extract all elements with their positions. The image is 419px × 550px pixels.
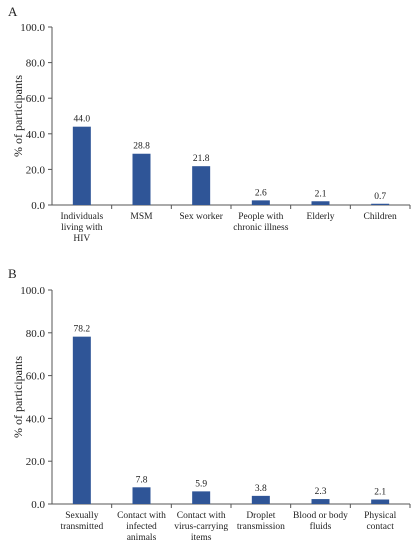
x-tick-label-line: Physical: [364, 511, 397, 521]
y-tick-label: 40.0: [26, 413, 46, 425]
x-tick-label: Blood or body fluids: [293, 511, 348, 532]
bar: [251, 495, 270, 504]
data-label: 0.7: [374, 192, 386, 202]
x-tick-label-line: MSM: [130, 212, 153, 222]
data-label: 5.9: [195, 479, 207, 489]
x-tick-label-line: Sexually: [65, 511, 98, 521]
x-tick-label: Sexually transmitted: [60, 511, 103, 532]
x-tick-label-line: Droplet: [246, 511, 275, 521]
x-tick-label-line: animals: [127, 533, 157, 543]
y-tick-label: 0.0: [31, 200, 45, 212]
y-tick-label: 60.0: [26, 371, 46, 383]
x-tick-label-line: Individuals: [60, 212, 103, 222]
bar: [72, 126, 91, 205]
panel-label: A: [8, 4, 18, 19]
x-tick-label-line: chronic illness: [233, 223, 288, 233]
x-tick-label-line: Contact with: [177, 511, 226, 521]
bar: [192, 491, 211, 504]
y-axis-title: % of participants: [11, 75, 25, 157]
bar: [192, 166, 211, 205]
x-tick-label: Contact with infected animals: [117, 511, 166, 543]
data-label: 78.2: [74, 325, 91, 335]
x-tick-label-line: living with: [61, 223, 103, 233]
x-tick-label-line: Sex worker: [179, 212, 223, 222]
x-tick-label-line: HIV: [73, 234, 90, 244]
x-tick-label: Physical contact: [364, 511, 397, 532]
y-tick-label: 100.0: [20, 285, 45, 297]
data-label: 2.1: [374, 488, 386, 498]
bar: [132, 487, 151, 504]
bar: [311, 201, 330, 205]
x-tick-label: MSM: [130, 212, 153, 222]
x-tick-label-line: contact: [366, 522, 394, 532]
x-tick-label-line: transmitted: [60, 522, 103, 532]
x-tick-label-line: transmission: [237, 522, 285, 532]
x-tick-label: Individuals living with HIV: [60, 212, 103, 244]
data-label: 2.1: [315, 189, 327, 199]
y-tick-label: 60.0: [26, 93, 46, 105]
bar: [311, 499, 330, 504]
x-tick-label-line: Children: [364, 212, 397, 222]
x-tick-label: People with chronic illness: [233, 212, 288, 233]
data-label: 44.0: [74, 115, 91, 125]
x-tick-label-line: Elderly: [307, 212, 335, 222]
y-tick-label: 20.0: [26, 164, 46, 176]
bar: [371, 499, 390, 504]
x-tick-label: Children: [364, 212, 397, 222]
y-tick-label: 80.0: [26, 328, 46, 340]
bar: [251, 200, 270, 205]
x-tick-label-line: Blood or body: [293, 511, 348, 521]
data-label: 2.3: [315, 487, 327, 497]
x-tick-label-line: infected: [126, 521, 157, 532]
data-label: 28.8: [133, 142, 150, 152]
x-tick-label: Contact with virus-carrying items: [174, 511, 228, 543]
data-label: 21.8: [193, 154, 210, 164]
x-tick-label-line: virus-carrying: [174, 522, 228, 532]
y-axis-title: % of participants: [11, 356, 25, 438]
bar: [132, 153, 151, 205]
x-tick-label-line: items: [191, 533, 212, 543]
chart-panel-b: B 0.0 20.0 40.0 60.0 80.0 100.0 % of participan…: [8, 266, 411, 543]
x-tick-label-line: People with: [238, 212, 283, 222]
chart-panel-a: A 0.0 20.0 40.0 60.0 80.0 100.0 % of participan…: [8, 4, 411, 244]
x-tick-label: Sex worker: [179, 212, 223, 222]
x-tick-label-line: fluids: [310, 521, 332, 532]
data-label: 7.8: [136, 475, 148, 485]
y-tick-label: 40.0: [26, 129, 46, 141]
y-tick-label: 20.0: [26, 456, 46, 468]
bar: [72, 336, 91, 504]
x-tick-label: Elderly: [307, 212, 335, 222]
y-tick-label: 80.0: [26, 58, 46, 70]
data-label: 2.6: [255, 188, 267, 198]
panel-label: B: [8, 266, 17, 281]
y-tick-label: 100.0: [20, 22, 45, 34]
bar: [371, 203, 390, 205]
y-tick-label: 0.0: [31, 499, 45, 511]
data-label: 3.8: [255, 484, 267, 494]
x-tick-label-line: Contact with: [117, 511, 166, 521]
x-tick-label: Droplet transmission: [237, 511, 285, 532]
